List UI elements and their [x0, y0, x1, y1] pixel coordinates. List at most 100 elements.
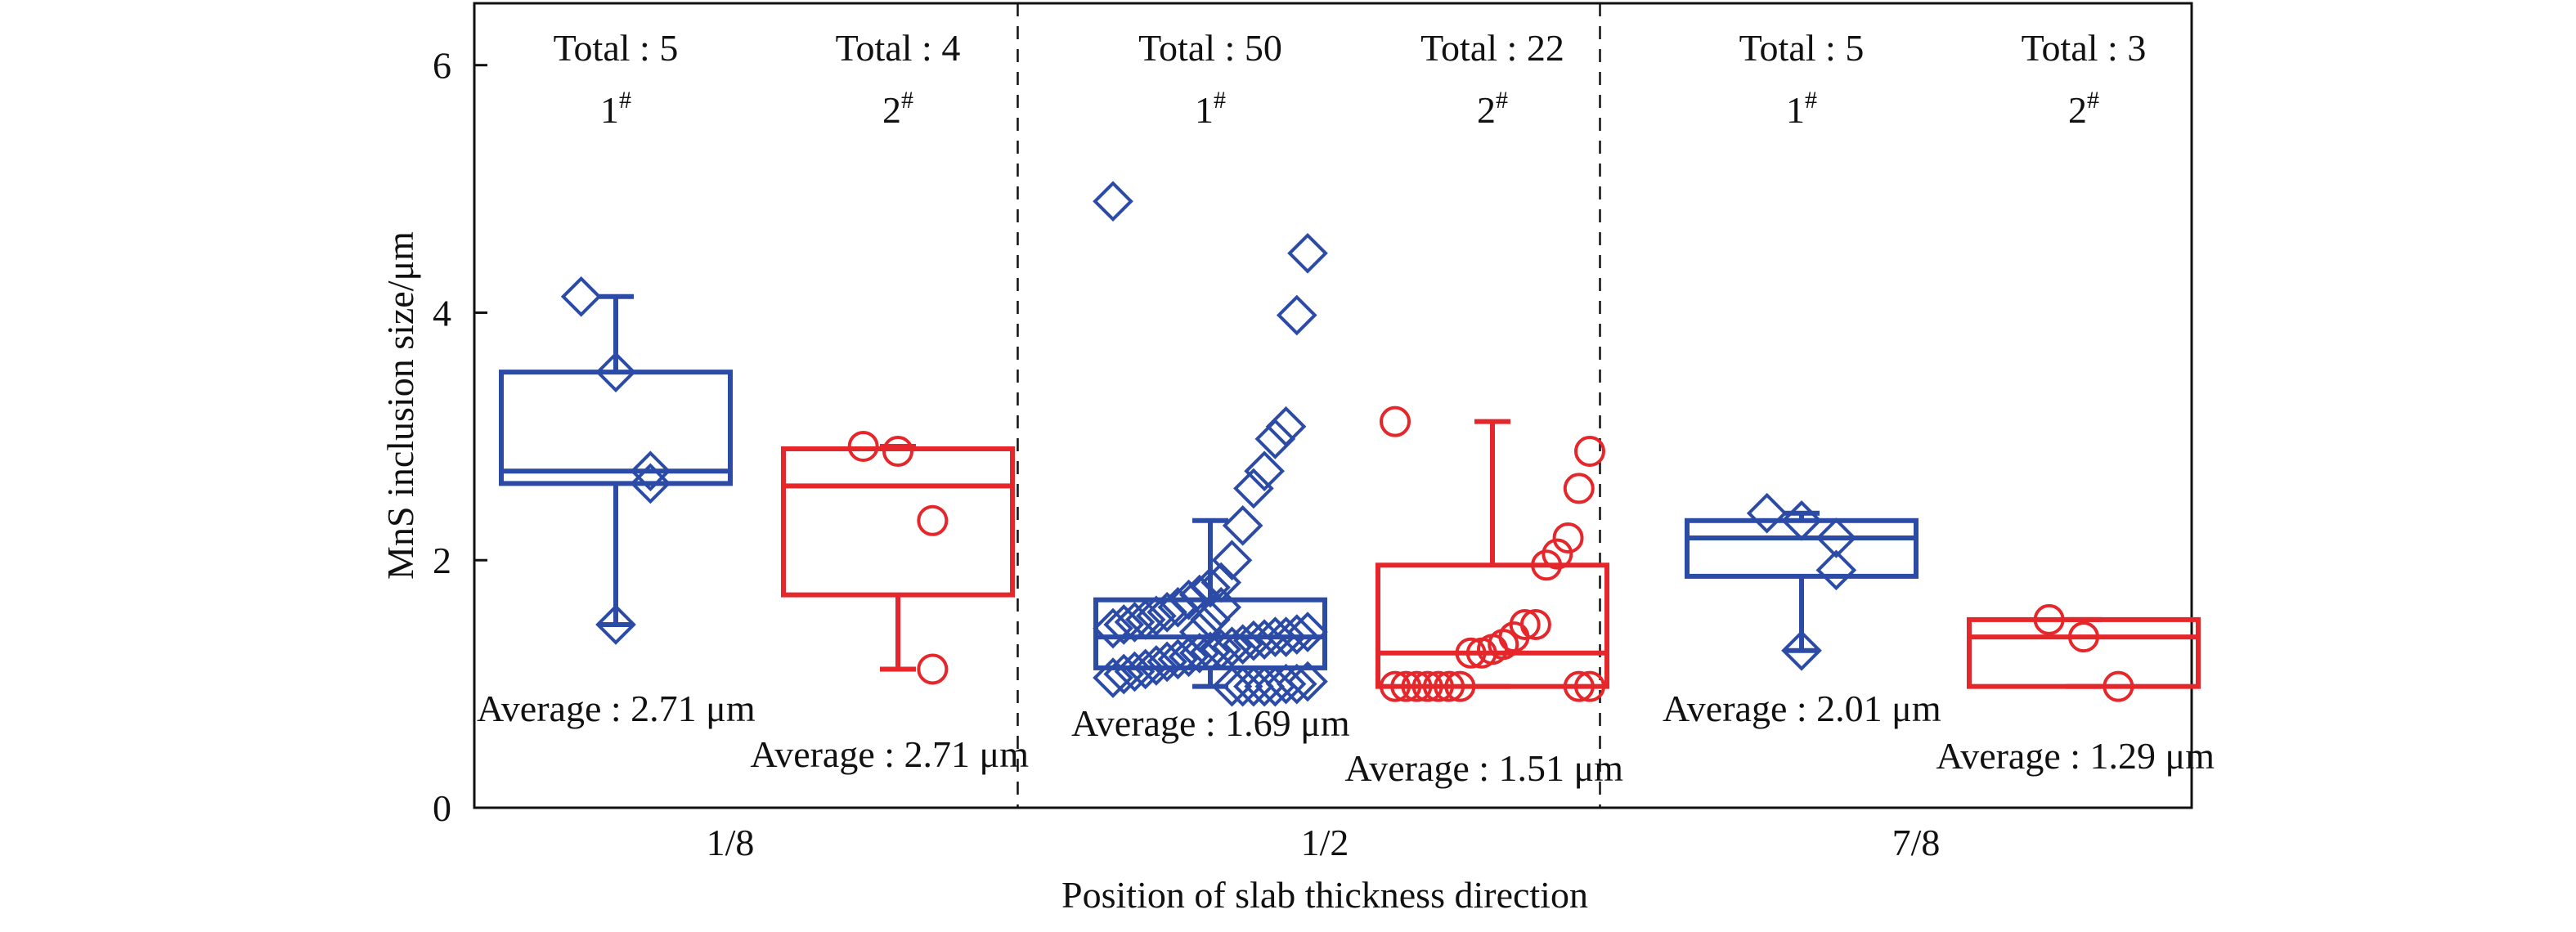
data-point-diamond — [1093, 657, 1133, 698]
box-iqr — [781, 446, 1015, 598]
sample-number: 1 — [1786, 89, 1805, 131]
data-point-diamond — [1265, 406, 1307, 447]
data-point-circle — [1434, 670, 1465, 702]
data-point-diamond — [1103, 653, 1145, 695]
sample-number: 1 — [1195, 89, 1214, 131]
y-tick-label: 0 — [433, 787, 451, 829]
data-point-circle — [2103, 670, 2134, 702]
data-point-diamond — [1222, 624, 1263, 665]
data-point-circle — [1380, 406, 1411, 437]
data-point-diamond — [1254, 419, 1296, 459]
sample-number: 2 — [882, 89, 901, 131]
data-point-diamond — [630, 463, 671, 504]
total-label: Total : 5 — [554, 27, 679, 69]
data-point-circle — [882, 436, 913, 468]
data-point-diamond — [1124, 648, 1166, 690]
sample-label: 2# — [2068, 87, 2099, 131]
sample-number: 2 — [1477, 89, 1496, 131]
data-point-diamond — [1093, 181, 1133, 222]
data-point-diamond — [1147, 591, 1187, 633]
x-tick-label: 7/8 — [1892, 822, 1941, 863]
data-point-diamond — [595, 604, 636, 645]
data-point-diamond — [1200, 562, 1242, 603]
data-point-circle — [1411, 670, 1443, 702]
data-point-diamond — [1157, 586, 1199, 628]
box-iqr — [1376, 562, 1609, 689]
data-point-diamond — [1147, 641, 1187, 683]
data-point-circle — [1563, 670, 1595, 702]
data-point-diamond — [1124, 599, 1166, 640]
average-label: Average : 1.51 μm — [1344, 747, 1623, 789]
data-point-diamond — [1136, 645, 1177, 686]
axis-layer: 0 2 4 6 1/8 1/2 7/8 — [433, 3, 1940, 863]
x-tick-label: 1/2 — [1301, 822, 1349, 863]
data-point-diamond — [1114, 651, 1156, 692]
data-point-diamond — [1211, 665, 1253, 707]
y-tick-label: 2 — [433, 540, 451, 581]
box-iqr — [1967, 616, 2201, 689]
total-label: Total : 50 — [1138, 27, 1282, 69]
data-point-diamond — [1815, 549, 1857, 591]
sample-label: 2# — [1477, 87, 1508, 131]
sample-superscript: # — [1496, 87, 1508, 114]
data-point-diamond — [1222, 665, 1263, 707]
data-point-circle — [2033, 603, 2065, 635]
y-axis-title: MnS inclusion size/μm — [379, 231, 421, 580]
box-iqr — [1685, 518, 1919, 579]
sample-number: 1 — [600, 89, 619, 131]
sample-number: 2 — [2068, 89, 2087, 131]
total-label: Total : 4 — [836, 27, 961, 69]
data-point-circle — [917, 653, 949, 685]
x-axis-title: Position of slab thickness direction — [1061, 874, 1588, 916]
sample-superscript: # — [901, 87, 913, 114]
data-point-diamond — [1168, 579, 1209, 621]
average-label: Average : 1.69 μm — [1071, 702, 1350, 744]
data-point-diamond — [1178, 632, 1220, 674]
data-point-circle — [1444, 670, 1476, 702]
data-point-diamond — [595, 352, 636, 392]
sample-superscript: # — [1805, 87, 1817, 114]
data-point-diamond — [1190, 631, 1231, 673]
data-point-diamond — [1211, 626, 1253, 668]
average-label: Average : 2.71 μm — [750, 733, 1029, 775]
total-label: Total : 5 — [1739, 27, 1865, 69]
sample-superscript: # — [619, 87, 631, 114]
point-layer — [560, 181, 2134, 707]
sample-label: 1# — [1786, 87, 1817, 131]
sample-label: 1# — [1195, 87, 1226, 131]
data-point-circle — [1542, 538, 1573, 570]
y-tick-label: 6 — [433, 45, 451, 87]
data-point-circle — [1574, 670, 1605, 702]
average-label: Average : 1.29 μm — [1936, 735, 2215, 777]
data-point-diamond — [1222, 505, 1263, 546]
data-point-circle — [1574, 436, 1605, 468]
data-point-diamond — [1244, 619, 1285, 660]
data-point-diamond — [1157, 639, 1199, 680]
data-point-circle — [1465, 637, 1497, 669]
average-label: Average : 2.71 μm — [477, 688, 756, 729]
box-layer — [499, 293, 2201, 689]
data-point-diamond — [1815, 518, 1857, 558]
data-point-diamond — [1233, 620, 1274, 661]
data-point-circle — [1422, 670, 1454, 702]
data-point-circle — [2068, 621, 2099, 653]
data-point-diamond — [630, 450, 671, 492]
data-point-diamond — [1287, 612, 1328, 652]
data-point-diamond — [1233, 665, 1274, 707]
y-tick-label: 4 — [433, 292, 451, 334]
data-point-circle — [1552, 522, 1584, 553]
data-point-circle — [917, 504, 949, 536]
x-tick-label: 1/8 — [707, 822, 755, 863]
plot-frame — [473, 2, 2193, 809]
data-point-circle — [1531, 549, 1563, 581]
data-point-diamond — [1781, 630, 1822, 671]
data-point-diamond — [1781, 500, 1822, 541]
data-point-circle — [1455, 637, 1487, 669]
data-point-diamond — [1254, 665, 1296, 707]
data-point-circle — [1401, 670, 1433, 702]
data-point-diamond — [560, 276, 602, 317]
data-point-diamond — [1093, 607, 1133, 649]
total-label: Total : 22 — [1420, 27, 1564, 69]
